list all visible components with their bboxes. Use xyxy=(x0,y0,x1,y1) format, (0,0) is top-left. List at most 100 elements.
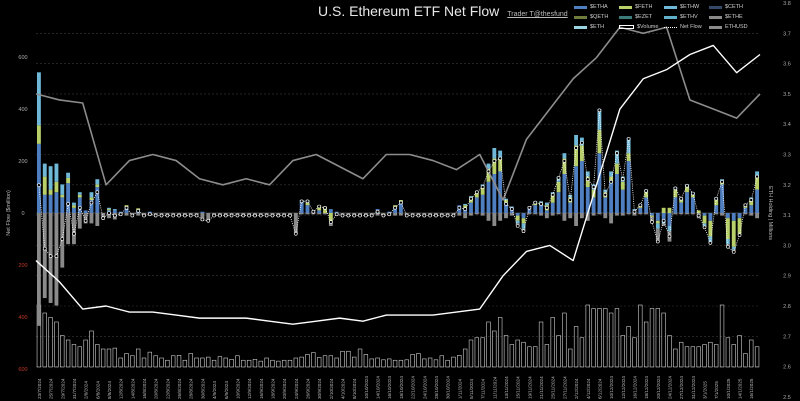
flow-bar-etha xyxy=(597,153,602,213)
flow-bar-etha xyxy=(544,210,549,213)
net-flow-point xyxy=(475,190,479,194)
legend-item[interactable]: $Volume xyxy=(619,24,664,30)
x-tick-label: 14/10/2024 xyxy=(376,376,381,399)
volume-bar xyxy=(416,353,421,368)
net-flow-point xyxy=(101,216,105,220)
flow-bar-ethe xyxy=(323,213,327,215)
flow-bar-feth xyxy=(550,194,555,203)
volume-bar xyxy=(392,359,398,368)
volume-bar xyxy=(65,339,71,368)
flow-bar-etha xyxy=(54,192,59,213)
volume-bar xyxy=(445,359,450,368)
flow-bar-etha xyxy=(72,207,76,213)
legend-item[interactable]: $CETH xyxy=(709,4,754,10)
flow-bar-etha xyxy=(533,205,538,213)
legend-item[interactable]: $FETH xyxy=(619,4,664,10)
net-flow-point xyxy=(603,193,608,197)
flow-bar-ethw xyxy=(626,137,631,154)
net-flow-point xyxy=(626,137,631,141)
net-flow-point xyxy=(77,206,82,210)
net-flow-point xyxy=(731,250,736,254)
flow-bar-feth xyxy=(95,184,100,187)
net-flow-point xyxy=(463,207,467,211)
flow-bar-ethw xyxy=(521,223,526,229)
net-flow-point xyxy=(702,225,707,230)
chart-credit[interactable]: Trader T@thesfund xyxy=(507,11,568,18)
volume-bar xyxy=(462,348,468,368)
flow-bar-ethe xyxy=(597,213,602,215)
flow-bar-etha xyxy=(562,174,567,213)
volume-bar xyxy=(328,355,334,368)
flow-bar-ethw xyxy=(731,246,736,250)
x-tick-label: 15/11/2024 xyxy=(516,376,521,399)
legend-label: $EZET xyxy=(635,14,653,20)
flow-bar-etha xyxy=(550,202,555,213)
volume-bar xyxy=(509,344,515,368)
volume-bar xyxy=(281,359,287,368)
flow-bar-ethw xyxy=(603,189,608,193)
legend-item[interactable]: $ETHA xyxy=(574,4,619,10)
volume-bar xyxy=(387,358,392,368)
flow-bar-ethe xyxy=(124,213,129,216)
volume-bar xyxy=(538,321,544,368)
flow-bar-ethe xyxy=(509,213,514,216)
net-flow-point xyxy=(498,156,502,161)
net-flow-point xyxy=(539,202,543,206)
flow-bar-ethe xyxy=(626,213,631,215)
volume-bar xyxy=(106,348,112,368)
flow-bar-ethe xyxy=(655,228,660,242)
flow-bar-ethw xyxy=(702,223,707,226)
x-tick-label: 7/11/2024 xyxy=(481,378,486,399)
flow-bar-ethw xyxy=(609,171,614,177)
legend-swatch-icon xyxy=(709,5,722,9)
volume-bar xyxy=(544,344,550,368)
flow-bar-ethe xyxy=(200,213,205,221)
net-flow-point xyxy=(644,189,648,193)
flow-bar-ethe xyxy=(95,213,100,226)
legend-item[interactable]: $EZET xyxy=(619,14,664,20)
x-tick-label: 25/11/2024 xyxy=(551,376,556,399)
net-flow-point xyxy=(445,213,450,218)
volume-bar xyxy=(521,341,526,368)
net-flow-point xyxy=(638,203,643,207)
legend-item[interactable]: $ETHW xyxy=(664,4,709,10)
flow-bar-feth xyxy=(661,207,666,213)
x-tick-label: 16/1/2025 xyxy=(749,378,754,399)
flow-bar-feth xyxy=(609,176,614,182)
net-flow-point xyxy=(352,213,357,218)
flow-bar-etha xyxy=(66,183,71,213)
flow-bar-etha xyxy=(585,187,590,213)
volume-bar xyxy=(305,354,310,368)
legend-item[interactable]: ETHUSD xyxy=(709,24,754,30)
legend-item[interactable]: $ETH xyxy=(574,24,619,30)
flow-bar-etha xyxy=(527,207,532,213)
flow-bar-ethe xyxy=(498,213,503,221)
legend-label: Net Flow xyxy=(680,24,702,30)
volume-bar xyxy=(404,359,409,368)
x-tick-label: 6/8/2024 xyxy=(95,381,100,399)
legend-item[interactable]: $QETH xyxy=(574,14,619,20)
legend-item[interactable]: $ETHV xyxy=(664,14,709,20)
net-flow-point xyxy=(533,200,538,205)
flow-bar-ethe xyxy=(463,213,468,219)
legend-swatch-icon xyxy=(619,25,634,29)
flow-bar-etha xyxy=(42,194,47,213)
flow-bar-etha xyxy=(486,181,491,213)
y-axis-title: Net Flow ($million) xyxy=(6,190,12,236)
flow-bar-etha xyxy=(60,197,65,213)
legend-label: $ETHW xyxy=(680,4,700,10)
volume-bar xyxy=(60,335,65,368)
flow-bar-ethe xyxy=(690,213,695,215)
net-flow-point xyxy=(428,213,432,218)
net-flow-point xyxy=(714,196,719,201)
volume-bar xyxy=(276,360,281,368)
x-tick-label: 29/7/2024 xyxy=(60,378,65,399)
y2-tick-label: 3.2 xyxy=(783,183,791,189)
legend-item[interactable]: Net Flow xyxy=(664,24,709,30)
flow-bar-feth xyxy=(749,200,754,206)
volume-bar xyxy=(632,337,637,368)
legend-item[interactable]: $ETHE xyxy=(709,14,754,20)
flow-bar-feth xyxy=(504,200,508,203)
net-flow-point xyxy=(656,239,660,244)
